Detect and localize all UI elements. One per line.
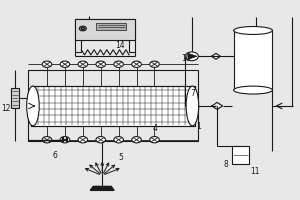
Ellipse shape [27,86,39,126]
Bar [234,30,272,90]
Text: 12: 12 [1,104,11,113]
Text: 4: 4 [153,124,158,133]
Bar [28,70,198,141]
Bar [75,19,135,40]
Text: 7: 7 [190,89,195,98]
Circle shape [42,137,52,143]
Circle shape [114,137,123,143]
Bar [96,23,126,30]
Text: 14: 14 [116,41,125,50]
Text: 1: 1 [196,122,201,131]
Text: 6: 6 [53,151,58,160]
Bar [31,86,195,126]
Circle shape [78,137,88,143]
Circle shape [96,61,106,67]
Circle shape [150,137,159,143]
Bar [11,88,19,108]
Ellipse shape [234,86,272,94]
Polygon shape [90,186,114,190]
Circle shape [79,26,86,31]
Circle shape [114,61,123,67]
Text: 5: 5 [118,153,124,162]
Circle shape [132,61,141,67]
Circle shape [81,27,85,30]
Circle shape [96,137,106,143]
Ellipse shape [186,86,199,126]
Circle shape [185,52,198,61]
Text: 11: 11 [250,167,260,176]
Circle shape [150,61,159,67]
Bar [31,86,195,126]
Ellipse shape [234,27,272,34]
Text: 8: 8 [223,160,228,169]
Circle shape [132,137,141,143]
Circle shape [60,61,70,67]
Circle shape [78,61,88,67]
Text: 10: 10 [182,54,191,63]
Circle shape [42,61,52,67]
Bar [232,146,248,164]
Polygon shape [188,53,197,59]
Circle shape [60,137,70,143]
